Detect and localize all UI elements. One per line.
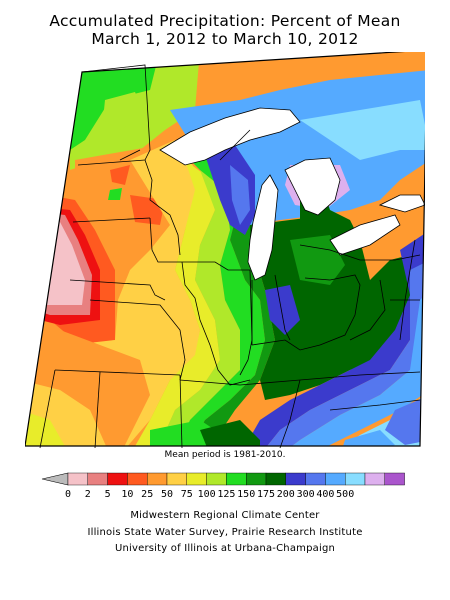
legend-swatch [345, 472, 366, 486]
legend-label: 5 [105, 489, 111, 500]
legend-swatch [186, 472, 207, 486]
legend-label: 0 [65, 489, 71, 500]
legend-swatch [245, 472, 267, 486]
legend-label: 400 [316, 489, 334, 500]
legend-swatch [107, 472, 128, 486]
legend-label: 175 [257, 489, 275, 500]
legend-labels: 0 2 5 10 25 50 75 100 125 150 175 200 300 400 500 [65, 489, 354, 500]
color-legend: 0 2 5 10 25 50 75 100 125 150 175 200 300 400 500 [41, 472, 405, 500]
legend-swatch [384, 472, 405, 486]
legend-label: 100 [198, 489, 216, 500]
legend-swatch [364, 472, 385, 486]
state-boundaries [39, 64, 421, 449]
legend-swatch [285, 472, 306, 486]
legend-swatch [265, 472, 286, 486]
map-frame [25, 52, 425, 447]
legend-swatch [127, 472, 148, 486]
map-title: Accumulated Precipitation: Percent of Me… [49, 12, 401, 30]
legend-swatches [41, 472, 405, 486]
legend-swatch [206, 472, 227, 486]
legend-label: 75 [181, 489, 193, 500]
legend-label: 300 [297, 489, 315, 500]
legend-swatch [166, 472, 187, 486]
map-date-range: March 1, 2012 to March 10, 2012 [91, 30, 359, 48]
legend-label: 125 [217, 489, 235, 500]
legend-label: 50 [161, 489, 173, 500]
legend-label: 500 [336, 489, 354, 500]
precipitation-map [25, 52, 425, 449]
mean-period-note: Mean period is 1981-2010. [164, 450, 286, 460]
legend-label: 10 [121, 489, 133, 500]
credit-line-3: University of Illinois at Urbana-Champai… [114, 543, 336, 554]
legend-low-arrow [41, 472, 69, 486]
legend-label: 2 [85, 489, 91, 500]
legend-label: 150 [237, 489, 255, 500]
legend-label: 200 [277, 489, 295, 500]
credit-line-1: Midwestern Regional Climate Center [130, 510, 320, 521]
great-lakes [159, 107, 425, 281]
legend-swatch [325, 472, 346, 486]
legend-swatch [67, 472, 88, 486]
credit-line-2: Illinois State Water Survey, Prairie Res… [87, 527, 363, 538]
legend-swatch [146, 472, 168, 486]
legend-swatch [226, 472, 247, 486]
legend-swatch [305, 472, 326, 486]
precipitation-fields [25, 52, 425, 446]
legend-swatch [87, 472, 108, 486]
legend-label: 25 [141, 489, 153, 500]
